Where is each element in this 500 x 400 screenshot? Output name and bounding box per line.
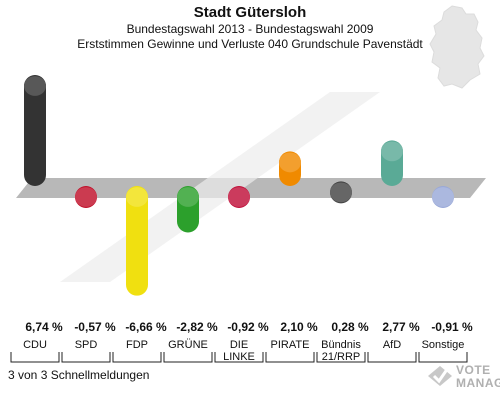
category-bracket — [418, 352, 468, 363]
category-label: AfD — [383, 339, 401, 351]
value-label: -2,82 % — [176, 320, 218, 334]
bar-spd — [75, 186, 97, 208]
category-label: FDP — [126, 339, 148, 351]
category-bracket — [10, 352, 60, 363]
category-bracket — [163, 352, 213, 363]
category-bracket — [367, 352, 417, 363]
ballot-check-icon — [428, 366, 452, 386]
value-label: -6,66 % — [125, 320, 167, 334]
chart-header: Stadt Gütersloh Bundestagswahl 2013 - Bu… — [0, 4, 500, 52]
value-label: -0,92 % — [227, 320, 269, 334]
category-label: 21/RRP — [322, 351, 361, 363]
logo-text: VOTE MANAGER — [456, 363, 500, 390]
value-label: 0,28 % — [331, 320, 369, 334]
bar-grüne — [177, 186, 199, 233]
germany-map-icon — [429, 5, 485, 89]
report-status: 3 von 3 Schnellmeldungen — [8, 368, 150, 382]
bar-afd — [381, 140, 403, 186]
chart-subtitle-election: Bundestagswahl 2013 - Bundestagswahl 200… — [126, 22, 374, 36]
value-label: -0,91 % — [431, 320, 473, 334]
category-label: PIRATE — [271, 339, 310, 351]
bar-pirate — [279, 151, 301, 186]
category-label: DIE — [230, 339, 248, 351]
bar-sonstige — [432, 186, 454, 208]
chart-subtitle-detail: Erststimmen Gewinne und Verluste 040 Gru… — [77, 37, 423, 51]
value-label: 6,74 % — [25, 320, 63, 334]
category-bracket — [316, 352, 366, 363]
category-label: GRÜNE — [168, 339, 208, 351]
category-bracket — [214, 352, 264, 363]
bar-die-linke — [228, 186, 250, 208]
value-label: 2,77 % — [382, 320, 420, 334]
category-bracket — [112, 352, 162, 363]
category-label: CDU — [23, 339, 47, 351]
bar-cdu — [24, 75, 46, 186]
category-label: SPD — [75, 339, 98, 351]
category-bracket — [61, 352, 111, 363]
vote-manager-logo: VOTE MANAGER — [426, 360, 500, 396]
category-label: Sonstige — [422, 339, 465, 351]
category-bracket — [265, 352, 315, 363]
bar-bündnis-21-rrp — [330, 181, 352, 204]
chart-title: Stadt Gütersloh — [193, 4, 307, 21]
category-label: Bündnis — [321, 339, 361, 351]
value-label: 2,10 % — [280, 320, 318, 334]
value-label: -0,57 % — [74, 320, 116, 334]
bar-fdp — [126, 186, 148, 296]
category-label: LINKE — [223, 351, 255, 363]
